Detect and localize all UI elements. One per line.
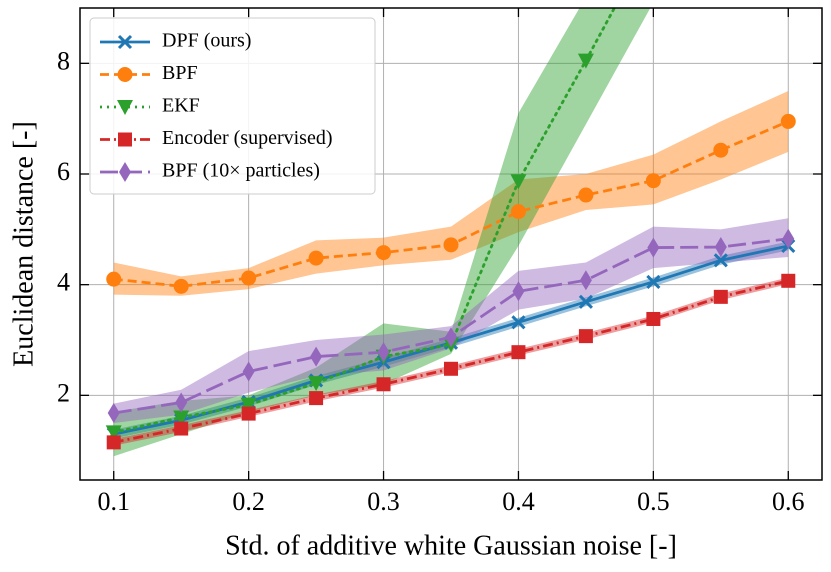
marker bbox=[646, 311, 661, 326]
x-tick-label: 0.3 bbox=[367, 487, 400, 516]
legend-marker bbox=[118, 132, 132, 147]
legend-label: EKF bbox=[162, 95, 200, 117]
legend-marker bbox=[117, 100, 133, 115]
marker bbox=[309, 391, 324, 406]
legend-box bbox=[89, 17, 376, 195]
y-tick-label: 6 bbox=[57, 157, 70, 186]
marker bbox=[174, 421, 189, 436]
marker bbox=[241, 406, 256, 421]
x-tick-label: 0.4 bbox=[502, 487, 535, 516]
marker bbox=[173, 278, 189, 294]
marker bbox=[106, 435, 121, 450]
marker bbox=[579, 270, 592, 291]
y-tick-label: 4 bbox=[57, 268, 70, 297]
marker bbox=[780, 113, 796, 129]
marker bbox=[240, 397, 257, 413]
x-tick-label: 0.2 bbox=[232, 487, 265, 516]
marker bbox=[512, 281, 525, 302]
marker bbox=[713, 142, 729, 158]
marker bbox=[713, 253, 728, 268]
x-tick-label: 0.6 bbox=[772, 487, 805, 516]
legend-label: BPF (10× particles) bbox=[162, 160, 320, 182]
x-tick-label: 0.1 bbox=[97, 487, 130, 516]
legend-label: DPF (ours) bbox=[162, 30, 251, 52]
error-band bbox=[113, 8, 651, 457]
marker bbox=[577, 53, 594, 69]
x-axis-label: Std. of additive white Gaussian noise [-… bbox=[225, 530, 677, 561]
marker bbox=[647, 237, 660, 258]
marker bbox=[781, 273, 796, 288]
x-tick-label: 0.5 bbox=[637, 487, 670, 516]
plot-area bbox=[105, 8, 796, 457]
marker bbox=[376, 245, 392, 261]
marker bbox=[106, 271, 122, 287]
legend: DPF (ours) BPF EKF Encoder (supervised) BPF … bbox=[89, 17, 376, 195]
legend-label: BPF bbox=[162, 62, 198, 84]
legend-label: Encoder (supervised) bbox=[162, 127, 333, 149]
marker bbox=[511, 345, 526, 360]
marker bbox=[510, 204, 526, 220]
error-band bbox=[113, 277, 789, 446]
marker bbox=[107, 403, 120, 424]
marker bbox=[308, 250, 324, 266]
marker bbox=[444, 361, 458, 376]
marker bbox=[578, 294, 593, 309]
y-tick-label: 8 bbox=[57, 46, 70, 75]
marker bbox=[105, 425, 122, 441]
marker bbox=[242, 361, 255, 382]
y-axis-label: Euclidean distance [-] bbox=[8, 121, 39, 367]
marker bbox=[578, 329, 593, 344]
marker bbox=[241, 270, 257, 286]
marker bbox=[308, 376, 325, 392]
marker bbox=[510, 174, 527, 190]
plot-frame bbox=[79, 7, 823, 481]
marker bbox=[376, 377, 391, 392]
marker bbox=[646, 274, 661, 289]
y-tick-label: 2 bbox=[57, 378, 70, 407]
marker bbox=[175, 392, 188, 413]
marker bbox=[443, 237, 459, 253]
marker bbox=[377, 342, 390, 363]
marker bbox=[714, 237, 727, 258]
legend-marker bbox=[117, 34, 133, 50]
legend-marker bbox=[119, 162, 131, 182]
error-band bbox=[113, 91, 789, 296]
marker bbox=[173, 410, 190, 426]
marker bbox=[578, 187, 594, 203]
marker bbox=[511, 315, 526, 330]
legend-marker bbox=[117, 67, 133, 82]
error-band bbox=[113, 218, 789, 424]
marker bbox=[645, 173, 661, 189]
marker bbox=[713, 289, 728, 304]
marker bbox=[782, 228, 795, 249]
marker bbox=[310, 346, 323, 367]
marker bbox=[445, 327, 457, 348]
